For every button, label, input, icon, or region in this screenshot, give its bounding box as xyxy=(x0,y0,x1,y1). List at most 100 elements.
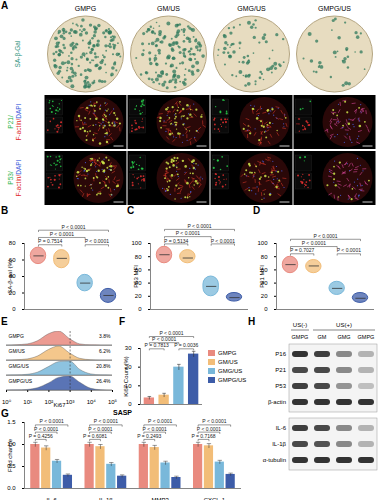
svg-text:CXCL-1: CXCL-1 xyxy=(204,497,226,500)
svg-text:20: 20 xyxy=(135,293,142,299)
svg-text:P < 0.0001: P < 0.0001 xyxy=(94,418,118,424)
html-text:G: G xyxy=(1,408,9,419)
svg-text:GMG/US: GMG/US xyxy=(9,363,30,369)
svg-text:0.0: 0.0 xyxy=(7,485,16,491)
svg-text:GMPG/US: GMPG/US xyxy=(318,5,351,12)
svg-text:P53: P53 xyxy=(275,383,286,389)
svg-text:GMPG: GMPG xyxy=(292,334,309,340)
svg-text:P = 0.0036: P = 0.0036 xyxy=(174,342,198,348)
svg-text:P < 0.0001: P < 0.0001 xyxy=(143,426,167,432)
svg-text:10³: 10³ xyxy=(66,399,75,405)
svg-text:α-tubulin: α-tubulin xyxy=(263,457,286,463)
svg-text:0: 0 xyxy=(128,401,132,407)
svg-text:GMPG: GMPG xyxy=(75,5,96,12)
svg-text:P < 0.0001: P < 0.0001 xyxy=(159,330,183,336)
svg-text:SA-β-gal (%): SA-β-gal (%) xyxy=(7,259,13,293)
svg-text:SA-β-Gal: SA-β-Gal xyxy=(14,40,22,67)
svg-text:P < 0.0001: P < 0.0001 xyxy=(176,230,200,236)
svg-text:P < 0.0001: P < 0.0001 xyxy=(337,247,361,253)
html-text:GMG/US: GMG/US xyxy=(218,368,243,374)
html-text:C: C xyxy=(127,205,135,216)
svg-text:3.8%: 3.8% xyxy=(99,333,111,339)
svg-text:P = 0.7514: P = 0.7514 xyxy=(38,238,62,244)
svg-text:10²: 10² xyxy=(45,399,54,405)
svg-text:P < 0.0001: P < 0.0001 xyxy=(197,426,221,432)
svg-text:F-actin/DAPI: F-actin/DAPI xyxy=(15,159,22,196)
svg-text:10¹: 10¹ xyxy=(23,399,32,405)
svg-text:P21/: P21/ xyxy=(7,115,14,129)
svg-text:80: 80 xyxy=(261,254,268,260)
svg-text:0: 0 xyxy=(264,306,268,312)
svg-text:P21: P21 xyxy=(275,367,286,373)
svg-text:β-actin: β-actin xyxy=(268,399,286,405)
svg-text:P < 0.0001: P < 0.0001 xyxy=(148,418,172,424)
svg-text:P < 0.0001: P < 0.0001 xyxy=(202,418,226,424)
svg-text:P = 0.4256: P = 0.4256 xyxy=(29,433,53,439)
svg-text:P < 0.0001: P < 0.0001 xyxy=(50,231,74,237)
html-text:D: D xyxy=(253,205,261,216)
svg-text:IL-6: IL-6 xyxy=(276,425,287,431)
svg-text:20: 20 xyxy=(261,293,268,299)
html-text:E: E xyxy=(1,316,8,327)
svg-text:GMPG: GMPG xyxy=(358,334,375,340)
svg-text:P < 0.0001: P < 0.0001 xyxy=(85,238,109,244)
svg-text:P < 0.0001: P < 0.0001 xyxy=(152,336,176,342)
svg-text:P = 0.7813: P = 0.7813 xyxy=(145,342,169,348)
svg-text:Ki67 Count (%): Ki67 Count (%) xyxy=(123,356,129,397)
svg-text:0: 0 xyxy=(138,306,142,312)
svg-text:P < 0.0001: P < 0.0001 xyxy=(88,426,112,432)
svg-text:P = 0.7168: P = 0.7168 xyxy=(191,433,215,439)
svg-text:P = 0.5134: P = 0.5134 xyxy=(164,237,188,243)
html-text:B: B xyxy=(1,205,9,216)
svg-text:GMG: GMG xyxy=(337,334,350,340)
svg-text:GM/US: GM/US xyxy=(157,5,180,12)
svg-text:6.2%: 6.2% xyxy=(99,348,111,354)
svg-text:P53/: P53/ xyxy=(7,171,14,185)
svg-text:IL-1β: IL-1β xyxy=(99,497,113,500)
svg-text:26.4%: 26.4% xyxy=(96,378,111,384)
html-text:F: F xyxy=(119,316,126,327)
svg-text:US(-): US(-) xyxy=(293,322,307,328)
svg-text:P53 MFI: P53 MFI xyxy=(133,265,139,288)
svg-text:IL-6: IL-6 xyxy=(46,497,57,500)
svg-text:US(+): US(+) xyxy=(336,322,352,328)
html-text:A: A xyxy=(1,0,9,11)
svg-text:P < 0.0001: P < 0.0001 xyxy=(302,240,326,246)
svg-text:GMG/US: GMG/US xyxy=(237,5,266,12)
svg-text:80: 80 xyxy=(135,254,142,260)
svg-text:P < 0.0001: P < 0.0001 xyxy=(61,224,85,230)
svg-text:P < 0.0001: P < 0.0001 xyxy=(211,237,235,243)
svg-text:10⁰: 10⁰ xyxy=(2,399,12,405)
svg-text:P < 0.0001: P < 0.0001 xyxy=(187,223,211,229)
svg-text:GM: GM xyxy=(318,334,327,340)
svg-text:P21 MFI: P21 MFI xyxy=(259,265,265,288)
svg-text:Fold change: Fold change xyxy=(7,438,13,472)
svg-text:P = 0.2493: P = 0.2493 xyxy=(137,433,161,439)
svg-text:GMPG/US: GMPG/US xyxy=(9,378,33,384)
svg-text:P16: P16 xyxy=(275,351,286,357)
svg-text:P < 0.0001: P < 0.0001 xyxy=(34,426,58,432)
html-text:GMPG: GMPG xyxy=(218,350,237,356)
html-text:H: H xyxy=(248,316,256,327)
svg-text:P = 0.7027: P = 0.7027 xyxy=(290,247,314,253)
svg-text:0: 0 xyxy=(12,306,16,312)
svg-text:10⁵: 10⁵ xyxy=(108,399,118,405)
svg-text:80: 80 xyxy=(9,240,16,246)
html-text:SASP: SASP xyxy=(113,409,132,416)
svg-text:F-actin/DAPI: F-actin/DAPI xyxy=(15,103,22,140)
svg-text:30: 30 xyxy=(125,345,132,351)
svg-text:100: 100 xyxy=(131,240,142,246)
svg-text:1.5: 1.5 xyxy=(7,419,16,425)
svg-text:IL-1β: IL-1β xyxy=(272,441,286,447)
svg-text:20.8%: 20.8% xyxy=(96,363,111,369)
html-text:GM/US: GM/US xyxy=(218,359,238,365)
svg-text:P < 0.0001: P < 0.0001 xyxy=(40,418,64,424)
svg-text:P < 0.0001: P < 0.0001 xyxy=(313,233,337,239)
svg-text:GM/US: GM/US xyxy=(9,348,26,354)
svg-text:GMPG: GMPG xyxy=(9,333,24,339)
svg-text:Ki67: Ki67 xyxy=(53,402,66,408)
svg-text:10⁴: 10⁴ xyxy=(87,399,97,405)
svg-text:100: 100 xyxy=(257,240,268,246)
svg-text:P = 0.6081: P = 0.6081 xyxy=(83,433,107,439)
svg-text:MMP3: MMP3 xyxy=(151,497,169,500)
